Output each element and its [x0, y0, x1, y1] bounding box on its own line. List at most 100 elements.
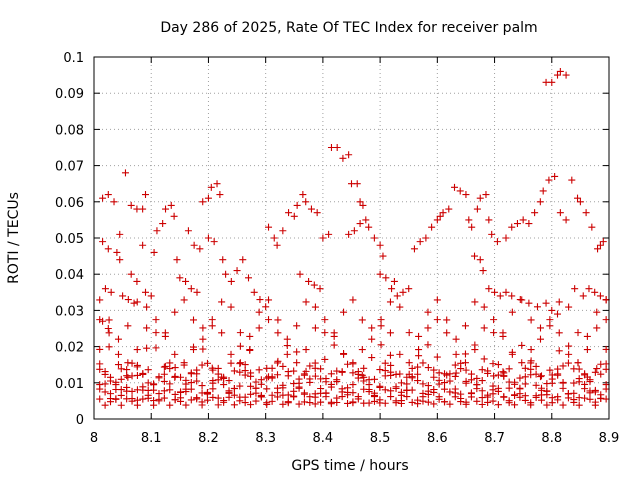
- data-point: [493, 238, 501, 246]
- data-point: [284, 368, 292, 376]
- data-point: [405, 370, 413, 378]
- data-point: [602, 365, 610, 373]
- data-point: [203, 359, 211, 367]
- axis-ticks: [93, 56, 610, 420]
- data-point: [532, 394, 540, 402]
- data-point: [574, 194, 582, 202]
- data-point: [485, 216, 493, 224]
- data-point: [388, 285, 396, 293]
- data-point: [265, 373, 273, 381]
- y-tick-label: 0.04: [55, 268, 84, 283]
- data-point: [451, 361, 459, 369]
- data-point: [588, 223, 596, 231]
- data-point: [330, 341, 338, 349]
- data-point: [403, 380, 411, 388]
- data-point: [479, 267, 487, 275]
- data-point: [419, 393, 427, 401]
- data-point: [283, 350, 291, 358]
- data-point: [376, 241, 384, 249]
- data-point: [184, 227, 192, 235]
- data-point: [293, 201, 301, 209]
- data-point: [306, 362, 314, 370]
- data-point: [564, 394, 572, 402]
- data-point: [222, 270, 230, 278]
- data-point: [180, 296, 188, 304]
- data-point: [408, 386, 416, 394]
- data-point: [365, 388, 373, 396]
- data-point: [490, 316, 498, 324]
- data-point: [424, 308, 432, 316]
- data-point: [387, 361, 395, 369]
- data-point: [210, 238, 218, 246]
- data-point: [263, 364, 271, 372]
- data-point: [546, 366, 554, 374]
- data-point: [570, 396, 578, 404]
- data-point: [365, 223, 373, 231]
- data-point: [570, 379, 578, 387]
- data-point: [193, 394, 201, 402]
- data-point: [321, 355, 329, 363]
- data-point: [199, 324, 207, 332]
- y-tick-labels: 0 0.01 0.02 0.03 0.04 0.05 0.06 0.07 0.08 0.09 0.1: [55, 51, 84, 428]
- data-point: [333, 398, 341, 406]
- data-point: [144, 366, 152, 374]
- data-point: [230, 391, 238, 399]
- data-point: [349, 389, 357, 397]
- data-point: [521, 373, 529, 381]
- data-point: [496, 292, 504, 300]
- data-point: [365, 376, 373, 384]
- data-point: [484, 369, 492, 377]
- data-point: [462, 400, 470, 408]
- data-point: [597, 370, 605, 378]
- data-point: [284, 398, 292, 406]
- data-point: [559, 379, 567, 387]
- data-point: [101, 401, 109, 409]
- data-point: [273, 241, 281, 249]
- data-point: [354, 368, 362, 376]
- data-point: [236, 382, 244, 390]
- data-point: [582, 209, 590, 217]
- data-point: [376, 366, 384, 374]
- data-point: [516, 374, 524, 382]
- data-point: [133, 363, 141, 371]
- data-point: [397, 379, 405, 387]
- data-point: [311, 303, 319, 311]
- data-point: [265, 316, 273, 324]
- data-point: [562, 216, 570, 224]
- data-point: [419, 380, 427, 388]
- data-point: [209, 385, 217, 393]
- data-point: [593, 365, 601, 373]
- data-point: [143, 324, 151, 332]
- data-point: [274, 329, 282, 337]
- data-point: [358, 371, 366, 379]
- data-point: [143, 344, 151, 352]
- data-point: [104, 325, 112, 332]
- data-point: [339, 154, 347, 162]
- data-point: [405, 329, 413, 337]
- data-point: [117, 386, 125, 394]
- data-point: [268, 391, 276, 399]
- data-point: [255, 366, 263, 374]
- data-point: [311, 364, 319, 372]
- data-point: [505, 365, 513, 373]
- data-point: [536, 335, 544, 343]
- data-point: [274, 357, 282, 365]
- data-point: [381, 386, 389, 394]
- data-point: [521, 364, 529, 372]
- data-point: [302, 298, 310, 306]
- data-point: [105, 316, 113, 324]
- data-point: [597, 394, 605, 402]
- data-point: [293, 359, 301, 367]
- data-point: [198, 401, 206, 409]
- data-point: [236, 329, 244, 337]
- data-point: [502, 234, 510, 242]
- data-point: [349, 296, 357, 304]
- data-point: [124, 322, 132, 330]
- data-point: [230, 401, 238, 409]
- data-point: [602, 385, 610, 393]
- data-point: [344, 384, 352, 392]
- data-point: [99, 238, 107, 246]
- data-point: [365, 399, 373, 407]
- data-point: [171, 308, 179, 316]
- data-point: [107, 288, 115, 296]
